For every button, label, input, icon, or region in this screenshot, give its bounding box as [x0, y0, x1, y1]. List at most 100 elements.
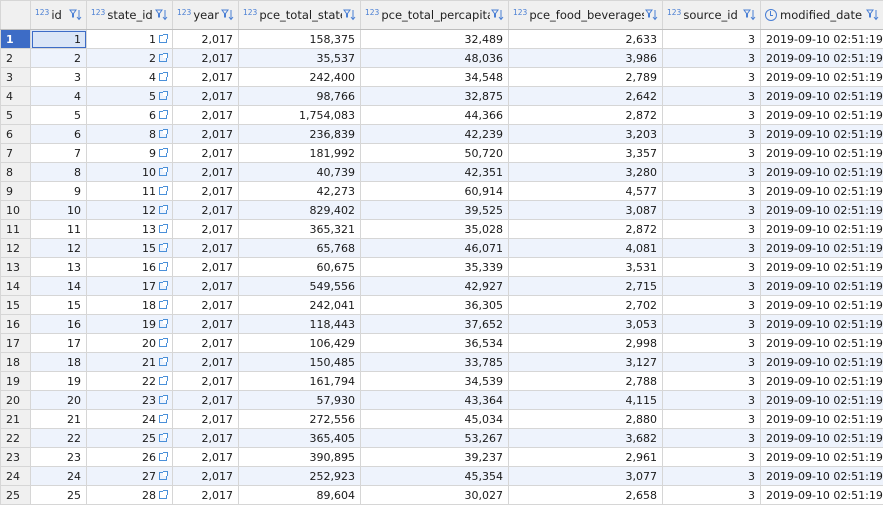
- cell-pce-food-beverages[interactable]: 2,788: [508, 371, 663, 391]
- cell-id[interactable]: 23: [30, 447, 87, 467]
- cell-pce-total-percapita[interactable]: 43,364: [360, 390, 509, 410]
- filter-sort-icon[interactable]: [742, 8, 756, 22]
- cell-pce-total-state[interactable]: 65,768: [238, 238, 361, 258]
- cell-year[interactable]: 2,017: [172, 105, 239, 125]
- cell-modified-date[interactable]: 2019-09-10 02:51:19: [760, 181, 883, 201]
- cell-pce-food-beverages[interactable]: 2,789: [508, 67, 663, 87]
- cell-pce-total-state[interactable]: 60,675: [238, 257, 361, 277]
- cell-year[interactable]: 2,017: [172, 447, 239, 467]
- cell-state-id[interactable]: 6: [86, 105, 173, 125]
- cell-source-id[interactable]: 3: [662, 257, 761, 277]
- cell-year[interactable]: 2,017: [172, 466, 239, 486]
- cell-pce-food-beverages[interactable]: 2,872: [508, 105, 663, 125]
- cell-modified-date[interactable]: 2019-09-10 02:51:19: [760, 48, 883, 68]
- cell-modified-date[interactable]: 2019-09-10 02:51:19: [760, 162, 883, 182]
- cell-pce-total-percapita[interactable]: 36,305: [360, 295, 509, 315]
- cell-source-id[interactable]: 3: [662, 428, 761, 448]
- table-row[interactable]: 7 7 9 2,017 181,992 50,720 3,357 3 2019-09-10 02…: [0, 143, 883, 163]
- cell-id[interactable]: 16: [30, 314, 87, 334]
- row-number[interactable]: 4: [0, 86, 31, 106]
- cell-id[interactable]: 5: [30, 105, 87, 125]
- cell-pce-total-percapita[interactable]: 50,720: [360, 143, 509, 163]
- cell-year[interactable]: 2,017: [172, 371, 239, 391]
- cell-source-id[interactable]: 3: [662, 295, 761, 315]
- cell-pce-total-percapita[interactable]: 32,489: [360, 29, 509, 49]
- cell-state-id[interactable]: 21: [86, 352, 173, 372]
- foreign-key-link-icon[interactable]: [159, 452, 168, 461]
- row-number[interactable]: 2: [0, 48, 31, 68]
- cell-state-id[interactable]: 10: [86, 162, 173, 182]
- cell-source-id[interactable]: 3: [662, 124, 761, 144]
- cell-pce-total-state[interactable]: 98,766: [238, 86, 361, 106]
- cell-pce-total-percapita[interactable]: 37,652: [360, 314, 509, 334]
- cell-state-id[interactable]: 8: [86, 124, 173, 144]
- cell-pce-total-percapita[interactable]: 42,351: [360, 162, 509, 182]
- cell-year[interactable]: 2,017: [172, 29, 239, 49]
- foreign-key-link-icon[interactable]: [159, 319, 168, 328]
- foreign-key-link-icon[interactable]: [159, 357, 168, 366]
- row-number[interactable]: 19: [0, 371, 31, 391]
- cell-source-id[interactable]: 3: [662, 390, 761, 410]
- column-header-modified-date[interactable]: modified_date: [760, 0, 883, 30]
- cell-pce-total-percapita[interactable]: 45,354: [360, 466, 509, 486]
- column-header-year[interactable]: 123 year: [172, 0, 239, 30]
- table-row[interactable]: 23 23 26 2,017 390,895 39,237 2,961 3 2019-09-10…: [0, 447, 883, 467]
- cell-source-id[interactable]: 3: [662, 447, 761, 467]
- cell-pce-total-percapita[interactable]: 48,036: [360, 48, 509, 68]
- cell-pce-total-percapita[interactable]: 39,525: [360, 200, 509, 220]
- cell-id[interactable]: 12: [30, 238, 87, 258]
- cell-pce-total-state[interactable]: 181,992: [238, 143, 361, 163]
- cell-id[interactable]: 4: [30, 86, 87, 106]
- cell-pce-total-state[interactable]: 390,895: [238, 447, 361, 467]
- cell-id[interactable]: 8: [30, 162, 87, 182]
- cell-pce-total-state[interactable]: 829,402: [238, 200, 361, 220]
- row-number[interactable]: 8: [0, 162, 31, 182]
- cell-state-id[interactable]: 5: [86, 86, 173, 106]
- foreign-key-link-icon[interactable]: [159, 167, 168, 176]
- row-number[interactable]: 10: [0, 200, 31, 220]
- cell-source-id[interactable]: 3: [662, 333, 761, 353]
- filter-sort-icon[interactable]: [220, 8, 234, 22]
- cell-modified-date[interactable]: 2019-09-10 02:51:19: [760, 485, 883, 505]
- cell-pce-total-state[interactable]: 1,754,083: [238, 105, 361, 125]
- foreign-key-link-icon[interactable]: [159, 300, 168, 309]
- cell-source-id[interactable]: 3: [662, 200, 761, 220]
- column-header-pce-total-state[interactable]: 123 pce_total_state: [238, 0, 361, 30]
- cell-modified-date[interactable]: 2019-09-10 02:51:19: [760, 105, 883, 125]
- cell-pce-food-beverages[interactable]: 2,633: [508, 29, 663, 49]
- foreign-key-link-icon[interactable]: [159, 34, 168, 43]
- filter-sort-icon[interactable]: [342, 8, 356, 22]
- cell-pce-total-percapita[interactable]: 34,539: [360, 371, 509, 391]
- filter-sort-icon[interactable]: [865, 8, 879, 22]
- cell-modified-date[interactable]: 2019-09-10 02:51:19: [760, 333, 883, 353]
- row-number[interactable]: 6: [0, 124, 31, 144]
- table-row[interactable]: 8 8 10 2,017 40,739 42,351 3,280 3 2019-09-10 02…: [0, 162, 883, 182]
- cell-state-id[interactable]: 11: [86, 181, 173, 201]
- table-row[interactable]: 11 11 13 2,017 365,321 35,028 2,872 3 2019-09-10…: [0, 219, 883, 239]
- cell-modified-date[interactable]: 2019-09-10 02:51:19: [760, 295, 883, 315]
- cell-pce-total-state[interactable]: 42,273: [238, 181, 361, 201]
- cell-id[interactable]: 9: [30, 181, 87, 201]
- cell-state-id[interactable]: 22: [86, 371, 173, 391]
- cell-source-id[interactable]: 3: [662, 67, 761, 87]
- cell-year[interactable]: 2,017: [172, 352, 239, 372]
- cell-year[interactable]: 2,017: [172, 200, 239, 220]
- cell-pce-food-beverages[interactable]: 2,702: [508, 295, 663, 315]
- foreign-key-link-icon[interactable]: [159, 471, 168, 480]
- table-row[interactable]: 3 3 4 2,017 242,400 34,548 2,789 3 2019-09-10 02…: [0, 67, 883, 87]
- cell-pce-food-beverages[interactable]: 2,880: [508, 409, 663, 429]
- foreign-key-link-icon[interactable]: [159, 376, 168, 385]
- cell-year[interactable]: 2,017: [172, 238, 239, 258]
- cell-pce-food-beverages[interactable]: 3,986: [508, 48, 663, 68]
- cell-modified-date[interactable]: 2019-09-10 02:51:19: [760, 200, 883, 220]
- cell-source-id[interactable]: 3: [662, 143, 761, 163]
- cell-id[interactable]: 17: [30, 333, 87, 353]
- cell-id[interactable]: 14: [30, 276, 87, 296]
- cell-pce-total-percapita[interactable]: 45,034: [360, 409, 509, 429]
- cell-source-id[interactable]: 3: [662, 371, 761, 391]
- column-header-state-id[interactable]: 123 state_id: [86, 0, 173, 30]
- cell-state-id[interactable]: 4: [86, 67, 173, 87]
- cell-modified-date[interactable]: 2019-09-10 02:51:19: [760, 238, 883, 258]
- filter-sort-icon[interactable]: [154, 8, 168, 22]
- cell-state-id[interactable]: 27: [86, 466, 173, 486]
